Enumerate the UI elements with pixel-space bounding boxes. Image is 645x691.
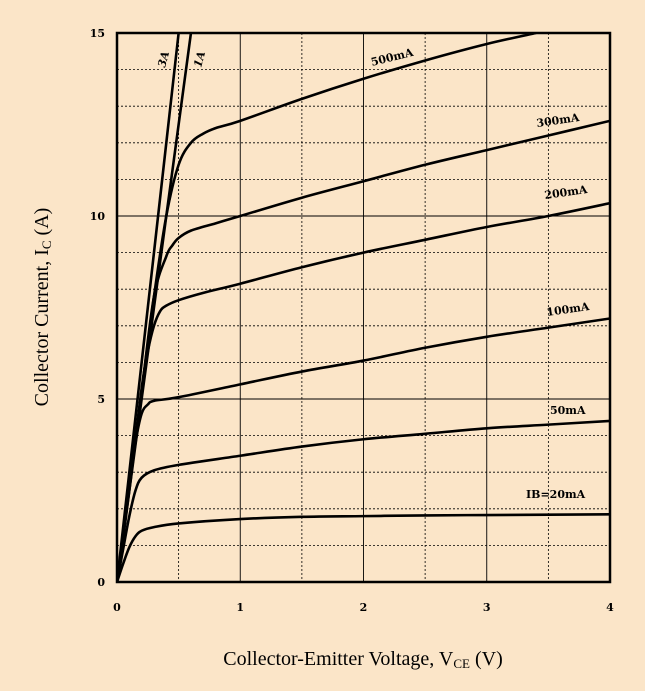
tick-labels: 0 1 2 3 4 0 5 10 15 [90, 27, 614, 614]
y-axis-label: Collector Current, IC (A) [31, 208, 54, 407]
series-label: 200mA [544, 183, 589, 202]
y-tick-label: 5 [97, 393, 105, 406]
x-axis-label: Collector-Emitter Voltage, VCE (V) [223, 648, 503, 671]
y-tick-label: 10 [90, 210, 106, 223]
data-curves [117, 33, 610, 582]
y-axis-label-sub: C [39, 240, 54, 249]
plot-frame [115, 31, 612, 584]
x-tick-label: 2 [360, 601, 368, 614]
y-axis-label-main: Collector Current, I [31, 249, 53, 406]
series-label: 1A [191, 49, 208, 68]
y-axis-label-unit: (A) [31, 208, 53, 241]
grid-lines [117, 33, 610, 582]
series-line [117, 33, 193, 582]
x-tick-label: 1 [236, 601, 244, 614]
x-tick-label: 4 [606, 601, 614, 614]
series-label: 100mA [546, 300, 591, 319]
series-label: 50mA [550, 404, 586, 417]
series-label: 3A [155, 49, 172, 68]
series-line [117, 33, 180, 582]
x-tick-label: 0 [113, 601, 121, 614]
x-axis-label-sub: CE [453, 656, 470, 671]
x-tick-label: 3 [483, 601, 491, 614]
series-line [117, 419, 610, 582]
series-label: IB=20mA [526, 488, 586, 501]
x-axis-label-main: Collector-Emitter Voltage, V [223, 648, 454, 670]
y-tick-label: 15 [90, 27, 105, 40]
series-label: 300mA [536, 111, 581, 130]
series-line [117, 512, 610, 582]
y-tick-label: 0 [97, 576, 105, 589]
x-axis-label-unit: (V) [470, 648, 503, 670]
